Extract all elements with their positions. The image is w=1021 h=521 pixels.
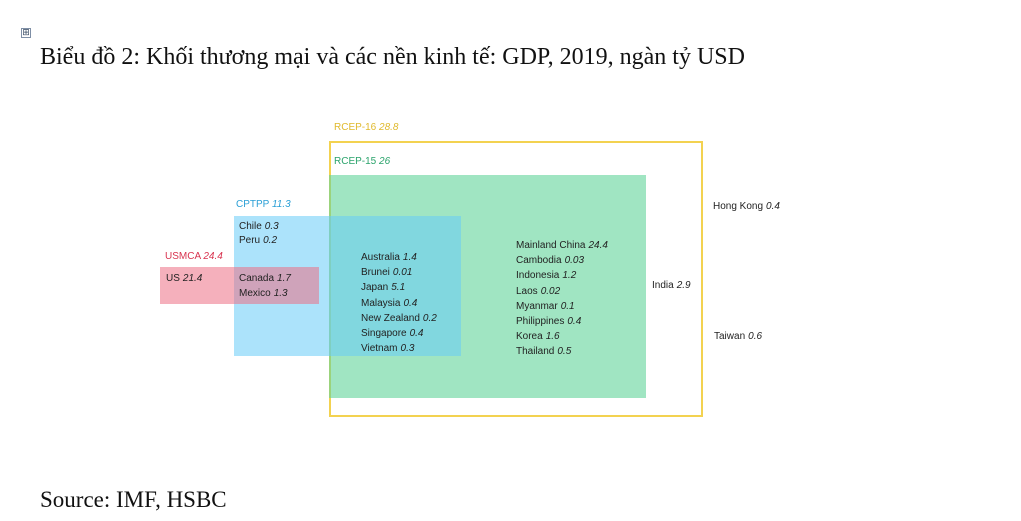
member-item: Myanmar 0.1 bbox=[516, 300, 575, 312]
member-item: Hong Kong 0.4 bbox=[713, 201, 780, 212]
member-item: Indonesia 1.2 bbox=[516, 270, 577, 282]
member-item: Japan 5.1 bbox=[361, 282, 406, 294]
member-item: Philippines 0.4 bbox=[516, 315, 582, 327]
cptpp-value: 11.3 bbox=[271, 199, 291, 210]
member-item: Mexico 1.3 bbox=[239, 288, 288, 299]
member-item: Singapore 0.4 bbox=[361, 327, 424, 339]
member-item: Chile 0.3 bbox=[239, 221, 279, 232]
member-item: India 2.9 bbox=[652, 280, 691, 291]
member-item: Taiwan 0.6 bbox=[714, 331, 763, 342]
member-item: Mainland China 24.4 bbox=[516, 240, 608, 251]
rcep16-only-list: India 2.9 bbox=[652, 278, 691, 293]
member-item: Peru 0.2 bbox=[239, 235, 278, 246]
rcep15-name: RCEP-15 bbox=[334, 156, 377, 167]
rcep15-value: 26 bbox=[379, 156, 391, 167]
member-item: New Zealand 0.2 bbox=[361, 312, 437, 324]
rcep15-label: RCEP-15 26 bbox=[334, 156, 390, 168]
source-note: Source: IMF, HSBC bbox=[40, 487, 227, 512]
outside-taiwan: Taiwan 0.6 bbox=[714, 329, 762, 344]
cptpp-rcep-list: Australia 1.4 Brunei 0.01 Japan 5.1 Malaysi… bbox=[361, 250, 437, 356]
member-item: Canada 1.7 bbox=[239, 273, 291, 284]
usmca-box bbox=[160, 267, 319, 304]
figure-title: Biểu đồ 2: Khối thương mại và các nền ki… bbox=[40, 44, 745, 70]
usmca-label: USMCA 24.4 bbox=[165, 251, 223, 263]
cptpp-name: CPTPP bbox=[236, 199, 270, 210]
usmca-cptpp-list: Canada 1.7 Mexico 1.3 bbox=[239, 271, 291, 301]
member-item: Australia 1.4 bbox=[361, 252, 417, 263]
usmca-value: 24.4 bbox=[203, 251, 223, 262]
rcep16-value: 28.8 bbox=[379, 122, 399, 133]
member-item: Vietnam 0.3 bbox=[361, 343, 415, 355]
rcep16-name: RCEP-16 bbox=[334, 122, 377, 133]
cptpp-only-list: Chile 0.3 Peru 0.2 bbox=[239, 220, 279, 248]
member-item: Malaysia 0.4 bbox=[361, 297, 418, 309]
usmca-only-list: US 21.4 bbox=[166, 271, 202, 286]
rcep16-label: RCEP-16 28.8 bbox=[334, 122, 399, 134]
member-item: Thailand 0.5 bbox=[516, 346, 572, 358]
member-item: US 21.4 bbox=[166, 273, 203, 284]
move-handle-icon[interactable]: ⊞ bbox=[21, 28, 31, 38]
member-item: Brunei 0.01 bbox=[361, 267, 413, 279]
outside-hongkong: Hong Kong 0.4 bbox=[713, 199, 780, 214]
usmca-name: USMCA bbox=[165, 251, 201, 262]
rcep-only-list: Mainland China 24.4 Cambodia 0.03 Indonesi… bbox=[516, 238, 608, 360]
member-item: Cambodia 0.03 bbox=[516, 255, 585, 267]
cptpp-label: CPTPP 11.3 bbox=[236, 199, 291, 211]
member-item: Laos 0.02 bbox=[516, 285, 561, 297]
member-item: Korea 1.6 bbox=[516, 331, 560, 343]
